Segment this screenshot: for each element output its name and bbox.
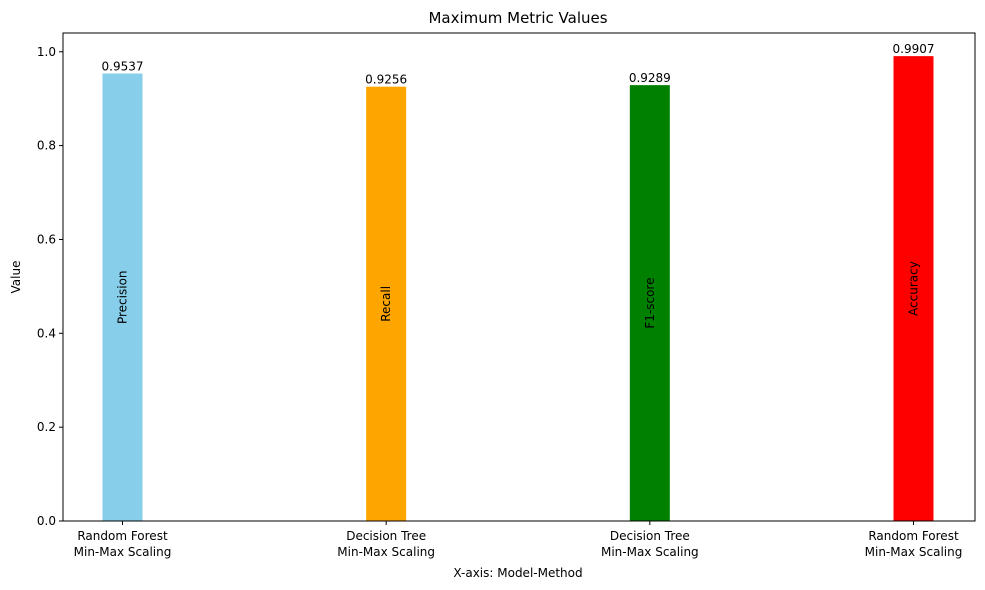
y-tick-label: 0.8 — [37, 139, 56, 153]
bar-value-label: 0.9289 — [629, 71, 671, 85]
plot-frame — [62, 32, 976, 522]
x-tick-label: Random Forest — [77, 529, 168, 543]
bar-value-label: 0.9537 — [102, 59, 144, 73]
y-tick-label: 0.4 — [37, 326, 56, 340]
bar — [893, 56, 934, 521]
y-tick-label: 0.6 — [37, 232, 56, 246]
y-tick-label: 0.0 — [37, 514, 56, 528]
chart-title: Maximum Metric Values — [428, 9, 607, 27]
bar-metric-label: Accuracy — [907, 261, 921, 316]
x-tick-label: Min-Max Scaling — [337, 545, 435, 559]
x-tick-label: Random Forest — [868, 529, 959, 543]
bar-metric-label: Precision — [116, 270, 130, 324]
x-tick-label: Min-Max Scaling — [865, 545, 963, 559]
x-tick-label: Decision Tree — [346, 529, 426, 543]
x-tick-label: Min-Max Scaling — [74, 545, 172, 559]
x-axis-label: X-axis: Model-Method — [453, 566, 582, 580]
bar-metric-label: F1-score — [643, 278, 657, 329]
x-tick-label: Min-Max Scaling — [601, 545, 699, 559]
x-tick-label: Decision Tree — [610, 529, 690, 543]
y-tick-label: 0.2 — [37, 420, 56, 434]
bar — [102, 73, 143, 521]
y-axis-label: Value — [9, 261, 23, 294]
bar — [366, 86, 407, 522]
y-tick-label: 1.0 — [37, 45, 56, 59]
bar — [629, 85, 670, 522]
plot-area: 0.9537 Precision 0.9256 Recall 0.9289 F1-scor… — [37, 32, 976, 559]
bar-value-label: 0.9256 — [365, 73, 407, 87]
bar-metric-label: Recall — [379, 286, 393, 322]
bar-value-label: 0.9907 — [893, 42, 935, 56]
